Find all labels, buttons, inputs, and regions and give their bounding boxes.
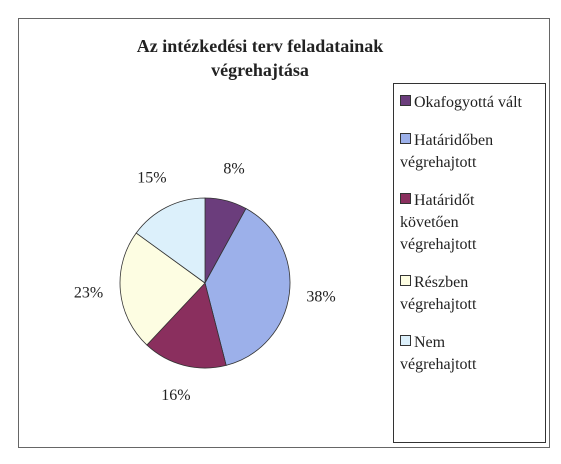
pie-slice [119,232,206,346]
chart-title: Az intézkedési terv feladatainak végreha… [136,36,384,80]
data-label: 8% [223,160,244,177]
legend-swatch [400,275,411,286]
legend-label: Nem végrehajtott [400,334,477,373]
legend-swatch [400,133,411,144]
pie-slice [146,282,227,369]
legend-item: Határidőt követően végrehajtott [400,190,522,256]
legend-item: Részben végrehajtott [400,272,522,316]
legend-label: Okafogyottá vált [414,94,522,111]
legend: Okafogyottá vált Határidőben végrehajtott… [393,83,546,443]
data-label: 15% [137,169,166,186]
legend-item: Nem végrehajtott [400,332,522,376]
legend-swatch [400,193,411,204]
legend-swatch [400,335,411,346]
legend-label: Részben végrehajtott [400,274,477,313]
legend-label: Határidőben végrehajtott [400,132,494,171]
data-label: 38% [306,288,335,305]
data-label: 23% [74,285,103,302]
pie-slice [135,197,206,284]
legend-item: Okafogyottá vált [400,92,522,114]
legend-label: Határidőt követően végrehajtott [400,192,477,253]
pie-slice [204,207,291,366]
chart-frame [18,18,550,448]
legend-swatch [400,95,411,106]
legend-item: Határidőben végrehajtott [400,130,522,174]
data-label: 16% [161,387,190,404]
